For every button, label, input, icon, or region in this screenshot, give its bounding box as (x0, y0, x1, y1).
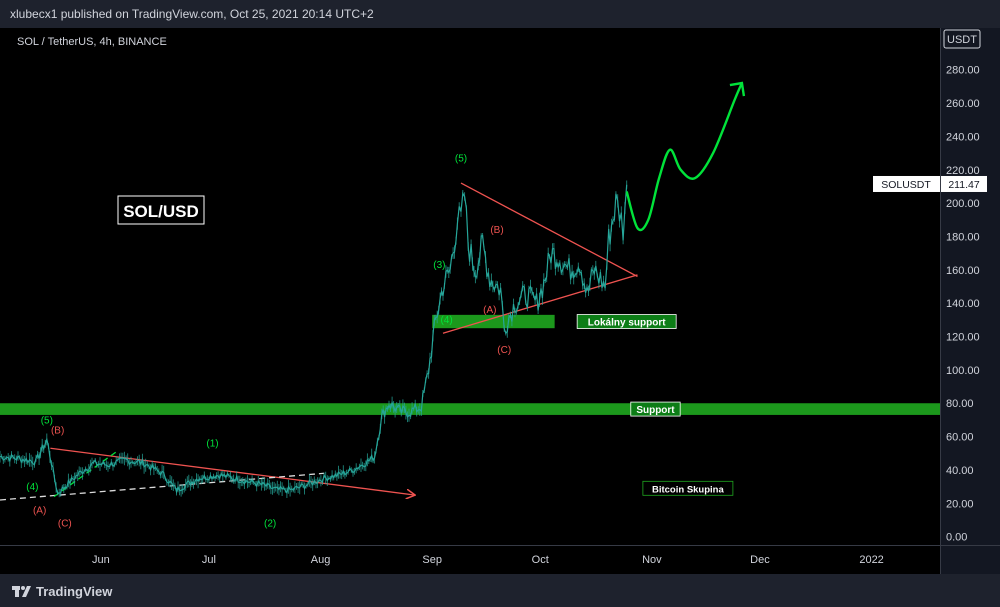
published-text: xlubecx1 published on TradingView.com, O… (10, 7, 374, 21)
wave-label: (5) (455, 153, 467, 164)
wave-label: (3) (433, 260, 445, 271)
support-zone (432, 314, 555, 329)
tradingview-brand[interactable]: TradingView (12, 582, 112, 600)
forecast-curve (625, 82, 744, 232)
watermark-text: SOL/USD (123, 202, 199, 221)
y-tick-label: 20.00 (946, 498, 974, 510)
forecast-path (625, 81, 746, 232)
wave-label: (2) (264, 519, 276, 530)
symbol-title: SOL / TetherUS, 4h, BINANCE (17, 36, 167, 48)
y-tick-label: 80.00 (946, 398, 974, 410)
y-tick-label: 100.00 (946, 365, 980, 377)
trendline (53, 449, 120, 498)
wave-label: (A) (483, 305, 496, 316)
wave-label: (A) (33, 505, 46, 516)
x-tick-label: Oct (532, 554, 549, 566)
wave-labels: (5)(B)(4)(A)(C)(1)(2)(5)(B)(3)(4)(A)(C)B… (26, 153, 734, 530)
published-header: xlubecx1 published on TradingView.com, O… (0, 0, 1000, 28)
support-zone (0, 403, 940, 415)
forecast-arrowhead (729, 81, 746, 97)
time-axis[interactable]: Jun Jul Aug Sep Oct Nov Dec 2022 (92, 554, 884, 566)
wave-label: (C) (58, 519, 72, 530)
zone-label-box (630, 401, 681, 417)
x-tick-label: Aug (311, 554, 331, 566)
trendline (460, 182, 638, 278)
x-tick-label: Sep (422, 554, 442, 566)
support-zones: Lokálny support Support (0, 314, 940, 417)
last-price-box (941, 175, 987, 192)
annotation-box (642, 480, 734, 496)
last-price-value: 211.47 (948, 179, 979, 191)
chart-overlays: SOL / TetherUS, 4h, BINANCE SOL/USD USDT (17, 29, 981, 225)
y-tick-label: 180.00 (946, 231, 980, 243)
y-tick-label: 280.00 (946, 65, 980, 77)
y-tick-label: 60.00 (946, 432, 974, 444)
plot-area[interactable] (0, 28, 940, 574)
x-tick-label: Jul (202, 554, 216, 566)
price-axis[interactable]: 300.00280.00260.00240.00220.00200.00180.… (873, 31, 987, 544)
y-tick-label: 200.00 (946, 198, 980, 210)
price-series (0, 180, 628, 498)
x-tick-label: 2022 (859, 554, 883, 566)
trendline (0, 472, 325, 501)
last-price-symbol: SOLUSDT (881, 179, 931, 191)
zone-label: Support (636, 405, 675, 416)
currency-box (943, 29, 981, 49)
footer-bar: TradingView (0, 574, 1000, 607)
y-tick-label: 120.00 (946, 332, 980, 344)
wave-label: (C) (497, 345, 511, 356)
trendline (50, 447, 414, 495)
watermark-box (117, 195, 205, 225)
annotation-text: Bitcoin Skupina (652, 484, 725, 495)
wave-label: (B) (51, 425, 64, 436)
wave-label: (1) (206, 439, 218, 450)
y-tick-label: 0.00 (946, 532, 967, 544)
y-tick-label: 40.00 (946, 465, 974, 477)
wave-label: (4) (440, 315, 452, 326)
x-tick-label: Jun (92, 554, 110, 566)
y-tick-label: 240.00 (946, 131, 980, 143)
y-tick-label: 260.00 (946, 98, 980, 110)
last-price-symbol-box (873, 175, 940, 192)
currency-label: USDT (947, 34, 977, 46)
price-line (0, 184, 628, 495)
wave-label: (B) (490, 225, 503, 236)
zone-label-box (576, 314, 677, 329)
x-tick-label: Nov (642, 554, 662, 566)
zone-label: Lokálny support (588, 318, 666, 329)
tradingview-logo-icon (12, 586, 31, 597)
y-tick-label: 220.00 (946, 165, 980, 177)
x-tick-label: Dec (750, 554, 770, 566)
y-tick-label: 140.00 (946, 298, 980, 310)
wave-label: (5) (41, 415, 53, 426)
wave-label: (4) (26, 482, 38, 493)
y-tick-label: 160.00 (946, 265, 980, 277)
brand-name: TradingView (36, 583, 113, 599)
